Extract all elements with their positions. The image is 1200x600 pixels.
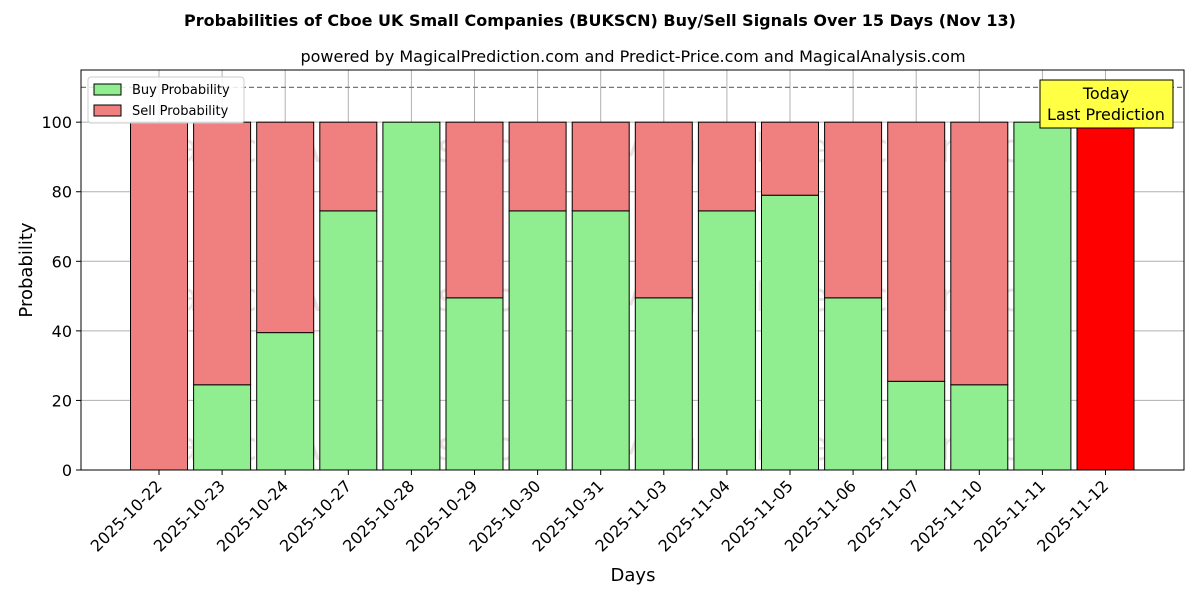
annotation-text: Today (1082, 84, 1129, 103)
y-tick-label: 60 (52, 252, 72, 271)
sell-bar (256, 121, 315, 334)
legend-label: Buy Probability (132, 83, 230, 98)
buy-bar (634, 297, 693, 471)
buy-bar (445, 297, 504, 471)
buy-bar (508, 210, 567, 471)
sell-bar (887, 121, 946, 382)
buy-bar (571, 210, 630, 471)
sell-bar (1076, 121, 1135, 471)
legend-swatch (93, 104, 122, 117)
sell-bar (634, 121, 693, 299)
buy-bar (256, 332, 315, 471)
buy-bar (824, 297, 883, 471)
sell-bar (445, 121, 504, 299)
bars (130, 121, 1135, 471)
x-axis-label: Days (611, 565, 656, 586)
buy-bar (319, 210, 378, 471)
buy-bar (887, 380, 946, 471)
legend-label: Sell Probability (132, 104, 229, 119)
buy-bar (950, 384, 1009, 471)
buy-bar (382, 121, 441, 471)
sell-bar (319, 121, 378, 212)
y-tick-label: 100 (41, 113, 72, 132)
legend: Buy Probability Sell Probability (87, 76, 245, 124)
y-tick-label: 0 (62, 461, 72, 480)
buy-bar (697, 210, 756, 471)
buy-bar (193, 384, 252, 471)
sell-bar (193, 121, 252, 386)
buy-bar (761, 194, 819, 471)
plot-frame (80, 69, 1185, 471)
sell-bar (824, 121, 883, 299)
chart-subtitle: powered by MagicalPrediction.com and Pre… (300, 47, 965, 66)
legend-box (87, 76, 245, 124)
legend-swatch (93, 83, 122, 96)
annotation-box (1039, 79, 1174, 129)
sell-bar (950, 121, 1009, 386)
chart-title: Probabilities of Cboe UK Small Companies… (184, 11, 1016, 30)
y-tick-label: 80 (52, 183, 72, 202)
annotation-text: Last Prediction (1047, 105, 1165, 124)
sell-bar (130, 121, 188, 471)
sell-bar (571, 121, 630, 212)
y-tick-label: 40 (52, 322, 72, 341)
sell-bar (761, 121, 819, 196)
today-annotation: Today Last Prediction (1039, 79, 1174, 129)
y-axis-label: Probability (16, 222, 37, 317)
sell-bar (508, 121, 567, 212)
y-tick-label: 20 (52, 391, 72, 410)
sell-bar (697, 121, 756, 212)
buy-bar (1013, 121, 1072, 471)
